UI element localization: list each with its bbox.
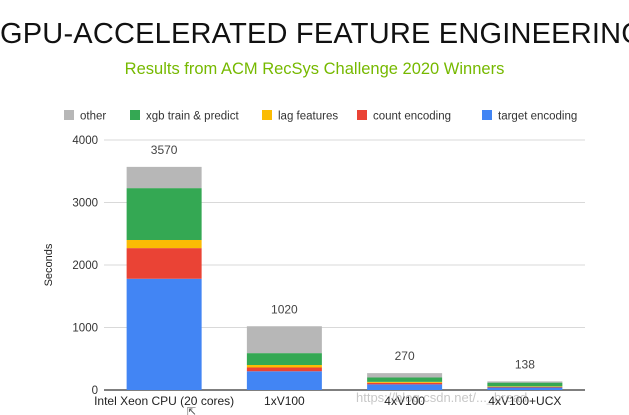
legend-swatch-count-encoding (357, 110, 367, 120)
bar-segment-other (487, 381, 563, 383)
legend-label-target-encoding: target encoding (498, 111, 577, 123)
y-tick-label: 4000 (72, 135, 98, 147)
x-tick-label: Intel Xeon CPU (20 cores) (94, 394, 234, 408)
y-tick-label: 1000 (72, 323, 98, 335)
legend-label-lag-features: lag features (278, 111, 338, 123)
bar-segment-xgb-train-predict (487, 382, 563, 387)
legend-label-other: other (80, 111, 106, 123)
bar-segment-lag-features (367, 381, 443, 383)
bar-segment-target-encoding (487, 387, 563, 390)
bar-segment-xgb-train-predict (126, 188, 202, 240)
legend-label-xgb-train-predict: xgb train & predict (146, 111, 239, 123)
x-tick-label: 4xV100 (384, 394, 425, 408)
bar-segment-lag-features (246, 365, 322, 368)
legend-swatch-lag-features (262, 110, 272, 120)
y-axis-label: Seconds (43, 243, 55, 286)
y-tick-label: 0 (92, 385, 98, 397)
bar-total-label: 1020 (271, 302, 298, 316)
legend-swatch-target-encoding (482, 110, 492, 120)
bars (126, 166, 563, 390)
legend: other xgb train & predict lag features coun… (64, 110, 577, 123)
bar-total-label: 270 (395, 349, 415, 363)
y-axis-ticks: 0 1000 2000 3000 4000 (72, 135, 98, 397)
bar-segment-xgb-train-predict (246, 353, 322, 365)
bar-segment-count-encoding (367, 382, 443, 385)
mouse-cursor-icon: ⇱ (187, 406, 197, 415)
bar-segment-other (126, 166, 202, 189)
watermark-text: https://blog.csdn.net/..._bread (356, 390, 528, 405)
bar-segment-count-encoding (487, 386, 563, 388)
y-tick-label: 2000 (72, 260, 98, 272)
bar-total-label: 138 (515, 357, 535, 371)
x-tick-label: 1xV100 (264, 394, 305, 408)
bar-segment-count-encoding (126, 248, 202, 279)
bar-total-label: 3570 (151, 143, 178, 157)
bar-segment-other (367, 373, 443, 378)
legend-label-count-encoding: count encoding (373, 111, 451, 123)
bar-segment-target-encoding (246, 371, 322, 390)
total-labels: 3570 1020 270 138 (151, 143, 535, 372)
bar-segment-other (246, 326, 322, 354)
x-axis-ticks: Intel Xeon CPU (20 cores) 1xV100 4xV100 4xV… (94, 394, 561, 408)
x-tick-label: 4xV100+UCX (488, 394, 561, 408)
legend-swatch-other (64, 110, 74, 120)
bar-segment-target-encoding (367, 384, 443, 390)
y-tick-label: 3000 (72, 198, 98, 210)
slide-subtitle: Results from ACM RecSys Challenge 2020 W… (124, 60, 505, 78)
bar-segment-lag-features (487, 386, 563, 387)
slide-title: GPU-ACCELERATED FEATURE ENGINEERING (0, 18, 629, 50)
bar-segment-lag-features (126, 240, 202, 249)
bar-segment-target-encoding (126, 278, 202, 390)
bar-segment-xgb-train-predict (367, 377, 443, 382)
legend-swatch-xgb-train-predict (130, 110, 140, 120)
bar-segment-count-encoding (246, 367, 322, 372)
